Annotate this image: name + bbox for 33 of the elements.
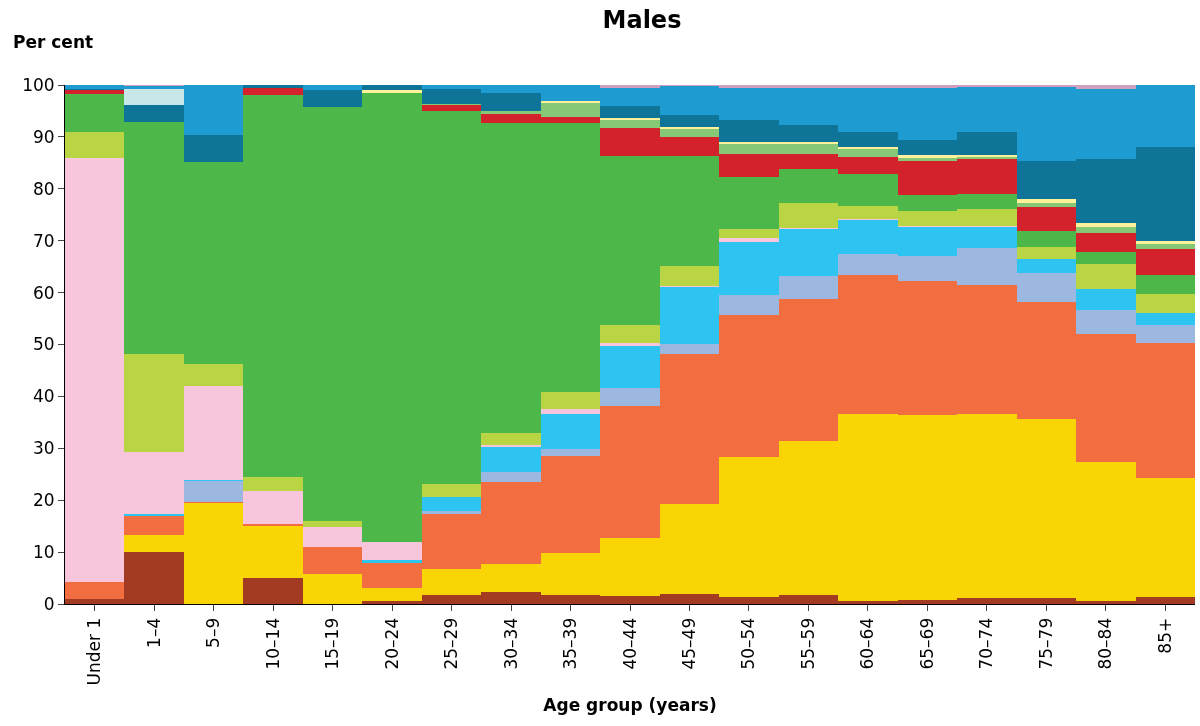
x-tick-label: 30–34: [500, 617, 521, 670]
x-tick-label: 85+: [1154, 617, 1175, 654]
y-tick-label: 10: [32, 542, 55, 563]
y-tick-label: 30: [32, 438, 55, 459]
y-tick-label: 60: [32, 282, 55, 303]
x-tick-label: 55–59: [797, 617, 818, 670]
chart-title: Males: [602, 5, 682, 34]
x-tick-label: 10–14: [262, 617, 283, 670]
x-tick-label: 20–24: [381, 617, 402, 670]
y-tick-label: 90: [32, 126, 55, 147]
x-tick-label: 45–49: [678, 617, 699, 670]
x-tick-label: 25–29: [441, 617, 462, 670]
y-tick-label: 40: [32, 386, 55, 407]
x-tick-label: 40–44: [619, 617, 640, 670]
x-tick-label: 80–84: [1095, 617, 1116, 670]
y-tick-label: 100: [22, 74, 55, 95]
x-tick-label: 5–9: [203, 617, 224, 648]
y-tick-label: 70: [32, 230, 55, 251]
x-tick-label: 15–19: [322, 617, 343, 670]
y-tick-label: 80: [32, 178, 55, 199]
x-tick-label: 70–74: [976, 617, 997, 670]
x-tick-label: 35–39: [560, 617, 581, 670]
x-tick-label: 60–64: [857, 617, 878, 670]
y-tick-label: 50: [32, 334, 55, 355]
x-tick-label: Under 1: [84, 617, 105, 686]
x-axis-title: Age group (years): [543, 694, 717, 715]
x-tick-label: 75–79: [1035, 617, 1056, 670]
y-tick-label: 20: [32, 490, 55, 511]
x-tick-label: 65–69: [916, 617, 937, 670]
y-tick-label: 0: [43, 593, 55, 614]
x-tick-label: 50–54: [738, 617, 759, 670]
x-tick-label: 1–4: [143, 617, 164, 648]
y-axis-title: Per cent: [13, 32, 94, 52]
